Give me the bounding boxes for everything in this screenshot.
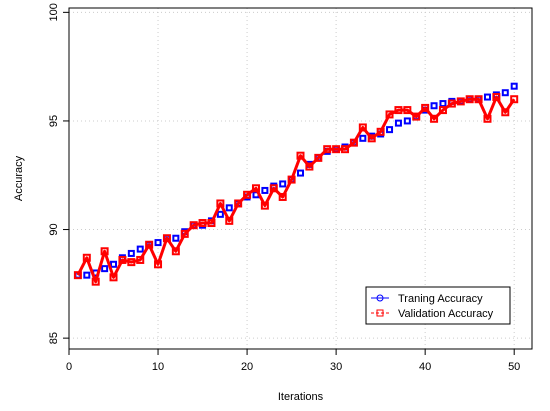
legend-entry-training: Traning Accuracy (371, 293, 483, 305)
x-tick-label: 30 (330, 361, 342, 373)
validation-point (492, 93, 501, 102)
training-point (279, 180, 287, 188)
training-point (261, 186, 269, 194)
y-axis-label: Accuracy (13, 155, 25, 201)
legend-label-training: Traning Accuracy (398, 293, 483, 305)
validation-point (154, 260, 163, 269)
x-tick-label: 0 (66, 361, 72, 373)
validation-point (243, 190, 252, 199)
validation-point (421, 103, 430, 112)
legend-marker-validation (376, 309, 384, 317)
validation-point (278, 192, 287, 201)
training-point (216, 210, 224, 218)
training-point (172, 234, 180, 242)
training-point (386, 126, 394, 134)
training-point (101, 265, 109, 273)
validation-point (367, 134, 376, 143)
validation-accuracy-line (76, 95, 516, 284)
training-point (359, 134, 367, 142)
validation-point (501, 108, 510, 117)
validation-point (447, 99, 456, 108)
validation-point (376, 127, 385, 136)
x-tick-label: 40 (419, 361, 431, 373)
validation-point (198, 219, 207, 228)
y-tick-label: 90 (48, 223, 60, 235)
validation-point (251, 184, 260, 193)
validation-point (358, 123, 367, 132)
legend-entry-validation: Validation Accuracy (371, 308, 494, 320)
training-point (510, 82, 518, 90)
validation-point (483, 114, 492, 123)
x-tick-label: 10 (152, 361, 164, 373)
validation-point (412, 112, 421, 121)
x-tick-label: 50 (508, 361, 520, 373)
validation-point (456, 97, 465, 106)
validation-point (438, 106, 447, 115)
y-tick-label: 85 (48, 332, 60, 344)
plot-frame (68, 7, 533, 350)
validation-point (216, 199, 225, 208)
x-tick-label: 20 (241, 361, 253, 373)
validation-point (171, 247, 180, 256)
validation-point (145, 240, 154, 249)
validation-point (349, 138, 358, 147)
validation-point (403, 106, 412, 115)
legend-label-validation: Validation Accuracy (398, 308, 494, 320)
validation-point (234, 199, 243, 208)
training-point (225, 204, 233, 212)
training-point (83, 271, 91, 279)
axes: 0 10 20 30 40 50 85 90 95 100 (48, 3, 520, 373)
validation-point (225, 216, 234, 225)
series-layer (73, 82, 519, 286)
validation-point (91, 277, 100, 286)
validation-point (323, 145, 332, 154)
training-point (403, 117, 411, 125)
validation-point (341, 145, 350, 154)
validation-point (189, 221, 198, 230)
validation-point (260, 201, 269, 210)
validation-point (394, 106, 403, 115)
validation-point (465, 95, 474, 104)
validation-point (269, 184, 278, 193)
training-point (501, 89, 509, 97)
y-tick-label: 100 (48, 3, 60, 21)
training-point (127, 249, 135, 257)
validation-point (180, 229, 189, 238)
training-point (136, 245, 144, 253)
validation-point (430, 114, 439, 123)
validation-point (385, 110, 394, 119)
validation-point (82, 253, 91, 262)
validation-point (305, 162, 314, 171)
validation-point (314, 153, 323, 162)
validation-point (474, 95, 483, 104)
validation-point (162, 234, 171, 243)
legend: Traning Accuracy Validation Accuracy (365, 286, 511, 325)
training-point (154, 239, 162, 247)
validation-point (118, 255, 127, 264)
validation-point (73, 271, 82, 280)
x-axis-label: Iterations (278, 391, 324, 403)
training-point (439, 100, 447, 108)
validation-point (100, 247, 109, 256)
legend-marker-training (376, 294, 384, 302)
validation-point (332, 145, 341, 154)
training-point (394, 119, 402, 127)
validation-point (109, 273, 118, 282)
validation-point (127, 258, 136, 267)
training-point (110, 260, 118, 268)
validation-point (296, 151, 305, 160)
training-point (430, 102, 438, 110)
validation-point (287, 175, 296, 184)
training-point (297, 169, 304, 177)
validation-point (207, 219, 216, 228)
validation-point (136, 255, 145, 264)
validation-point (510, 95, 519, 104)
legend-box (365, 286, 511, 325)
training-point (483, 93, 491, 101)
y-tick-label: 95 (48, 115, 60, 127)
